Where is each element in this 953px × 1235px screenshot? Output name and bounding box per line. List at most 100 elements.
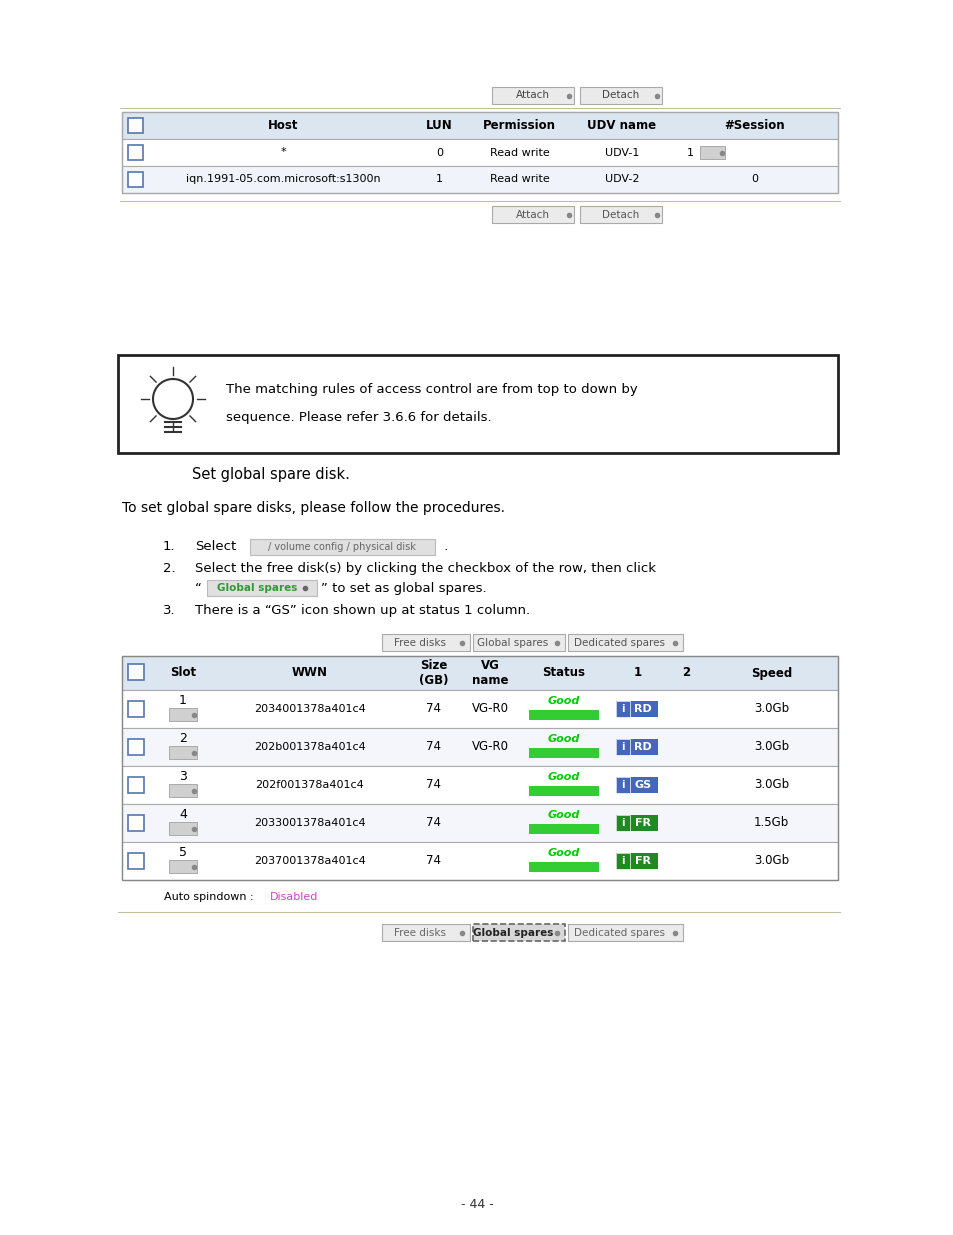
Bar (567, 634, 682, 651)
Text: Size
(GB): Size (GB) (418, 659, 448, 687)
Text: 2.: 2. (163, 562, 175, 576)
Bar (473, 924, 564, 941)
Bar (122, 656, 837, 881)
Bar (169, 860, 196, 873)
Text: / volume config / physical disk: / volume config / physical disk (268, 542, 416, 552)
Text: Speed: Speed (750, 667, 791, 679)
Text: Read write: Read write (489, 147, 549, 158)
Text: 3.0Gb: 3.0Gb (753, 778, 788, 792)
Text: 2: 2 (179, 731, 187, 745)
Bar (529, 824, 598, 834)
Bar (122, 165, 837, 193)
Text: 74: 74 (426, 778, 440, 792)
Text: GS: GS (634, 781, 651, 790)
Bar (128, 815, 144, 831)
Text: FR: FR (635, 818, 650, 827)
Bar (616, 777, 658, 793)
Text: 1: 1 (179, 694, 187, 706)
Bar (122, 112, 837, 193)
Bar (122, 140, 837, 165)
Text: Free disks: Free disks (394, 927, 446, 937)
Text: Good: Good (547, 772, 579, 782)
Bar (128, 777, 144, 793)
Text: To set global spare disks, please follow the procedures.: To set global spare disks, please follow… (122, 501, 504, 515)
Bar (122, 656, 837, 690)
Bar (169, 823, 196, 835)
Text: iqn.1991-05.com.microsoft:s1300n: iqn.1991-05.com.microsoft:s1300n (186, 174, 380, 184)
Text: “: “ (194, 582, 202, 595)
Bar (616, 815, 629, 831)
Text: *: * (280, 147, 286, 158)
Bar (122, 842, 837, 881)
Text: VG-R0: VG-R0 (471, 741, 508, 753)
Text: 1: 1 (686, 147, 693, 158)
Text: ” to set as global spares.: ” to set as global spares. (320, 582, 486, 595)
Text: Detach: Detach (601, 90, 639, 100)
Bar (616, 853, 629, 869)
Text: 0: 0 (436, 147, 442, 158)
Text: Disabled: Disabled (270, 892, 318, 902)
Bar (381, 924, 470, 941)
Text: FR: FR (635, 856, 650, 866)
Bar (122, 804, 837, 842)
Text: Good: Good (547, 697, 579, 706)
Bar (122, 112, 837, 140)
Text: 1: 1 (436, 174, 442, 184)
Text: UDV-1: UDV-1 (604, 147, 639, 158)
Text: 202f001378a401c4: 202f001378a401c4 (255, 781, 364, 790)
Text: Good: Good (547, 734, 579, 743)
Bar (128, 739, 144, 755)
Bar (122, 766, 837, 804)
Text: 1.5Gb: 1.5Gb (753, 816, 788, 830)
Bar (529, 710, 598, 720)
Bar (118, 354, 837, 453)
Bar (122, 690, 837, 727)
Text: Dedicated spares: Dedicated spares (574, 927, 664, 937)
Bar (529, 862, 598, 872)
Text: i: i (620, 742, 624, 752)
Bar (381, 634, 470, 651)
Text: Global spares: Global spares (473, 927, 553, 937)
Text: 3.: 3. (163, 604, 175, 618)
Bar (473, 634, 564, 651)
Bar (616, 739, 629, 755)
Text: VG
name: VG name (471, 659, 508, 687)
Text: 3: 3 (179, 769, 187, 783)
Text: LUN: LUN (426, 119, 453, 132)
Text: Permission: Permission (482, 119, 556, 132)
Text: UDV-2: UDV-2 (604, 174, 639, 184)
Bar (128, 144, 143, 161)
Bar (567, 924, 682, 941)
Text: Auto spindown :: Auto spindown : (164, 892, 253, 902)
Bar (250, 538, 435, 555)
Bar (616, 853, 658, 869)
Bar (169, 784, 196, 797)
Text: .: . (439, 540, 448, 553)
Text: i: i (620, 856, 624, 866)
Text: 3.0Gb: 3.0Gb (753, 741, 788, 753)
Bar (128, 119, 143, 133)
Text: 2037001378a401c4: 2037001378a401c4 (253, 856, 366, 866)
Text: 74: 74 (426, 703, 440, 715)
Bar (529, 748, 598, 758)
Text: 0: 0 (751, 174, 758, 184)
Text: - 44 -: - 44 - (460, 1198, 493, 1212)
Text: There is a “GS” icon shown up at status 1 column.: There is a “GS” icon shown up at status … (194, 604, 530, 618)
Bar (616, 701, 658, 718)
Text: RD: RD (634, 742, 651, 752)
Bar (128, 853, 144, 869)
Text: Attach: Attach (516, 90, 550, 100)
Text: 74: 74 (426, 855, 440, 867)
Text: Good: Good (547, 848, 579, 858)
Bar (616, 701, 629, 718)
Text: 1.: 1. (163, 540, 175, 553)
Text: 4: 4 (179, 808, 187, 820)
Text: Select the free disk(s) by clicking the checkbox of the row, then click: Select the free disk(s) by clicking the … (194, 562, 656, 576)
Text: i: i (620, 704, 624, 714)
Bar (579, 86, 661, 104)
Bar (128, 701, 144, 718)
Text: Global spares: Global spares (216, 583, 297, 593)
Bar (169, 708, 196, 721)
Bar (207, 580, 316, 597)
Text: Read write: Read write (489, 174, 549, 184)
